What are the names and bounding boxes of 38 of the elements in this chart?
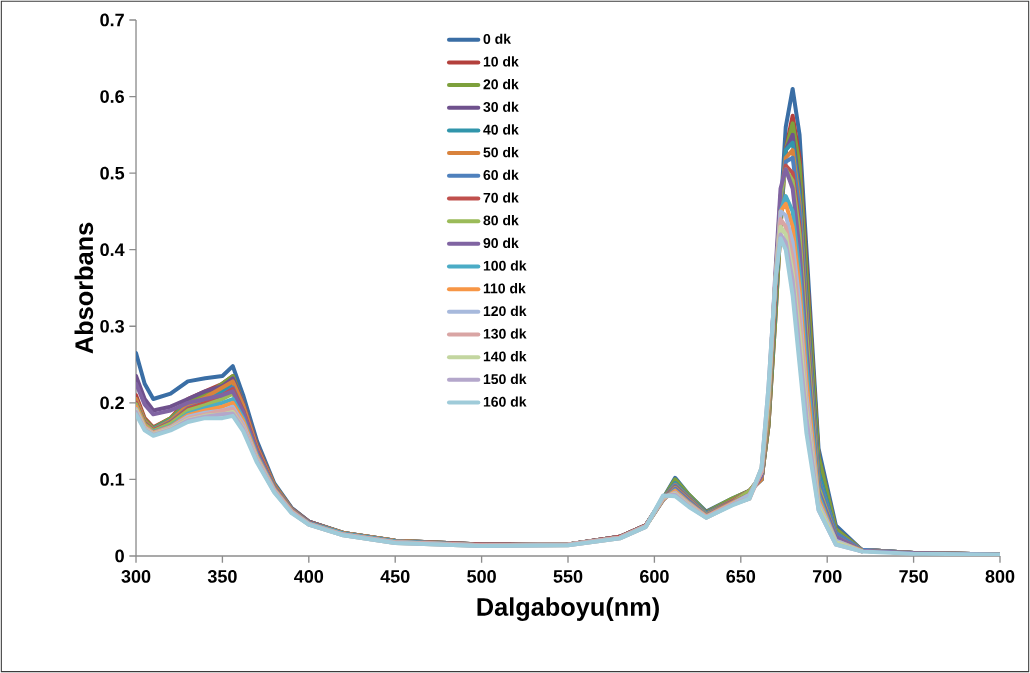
legend-label: 140 dk <box>483 351 527 362</box>
x-tick-label: 800 <box>985 570 1015 583</box>
legend-label: 0 dk <box>483 33 511 44</box>
x-tick-label: 450 <box>380 570 410 583</box>
x-tick-label: 650 <box>726 570 756 583</box>
legend-label: 130 dk <box>483 328 527 339</box>
y-tick-label: 0.5 <box>100 166 125 180</box>
x-tick-label: 350 <box>207 570 237 583</box>
x-tick-label: 500 <box>467 570 496 583</box>
x-tick-label: 300 <box>121 570 151 583</box>
legend-label: 20 dk <box>483 78 519 90</box>
legend-label: 10 dk <box>483 56 519 67</box>
x-tick-label: 600 <box>640 570 669 583</box>
legend-label: 70 dk <box>483 192 519 203</box>
y-tick-label: 0.4 <box>100 243 125 257</box>
y-tick-label: 0.3 <box>100 319 124 333</box>
legend-label: 50 dk <box>483 147 519 158</box>
x-tick-label: 550 <box>553 570 583 583</box>
legend-label: 110 dk <box>483 283 526 294</box>
x-tick-label: 700 <box>812 570 842 583</box>
legend-label: 30 dk <box>483 101 519 112</box>
legend-label: 120 dk <box>483 305 527 317</box>
y-tick-label: 0 <box>115 549 124 563</box>
y-tick-label: 0.2 <box>100 396 124 410</box>
legend-label: 40 dk <box>483 124 519 135</box>
legend-label: 80 dk <box>483 215 519 226</box>
legend-label: 160 dk <box>483 396 527 407</box>
y-axis-title: Absorbans <box>74 222 94 354</box>
legend-label: 60 dk <box>483 169 519 180</box>
legend-label: 150 dk <box>483 373 527 385</box>
y-tick-label: 0.1 <box>100 473 125 486</box>
y-tick-label: 0.6 <box>100 90 124 103</box>
x-axis-title: Dalgaboyu(nm) <box>477 597 659 622</box>
legend-label: 100 dk <box>483 260 527 271</box>
legend-label: 90 dk <box>483 237 519 249</box>
y-tick-label: 0.7 <box>100 13 124 27</box>
x-tick-label: 750 <box>899 570 928 583</box>
x-tick-label: 400 <box>294 570 324 583</box>
